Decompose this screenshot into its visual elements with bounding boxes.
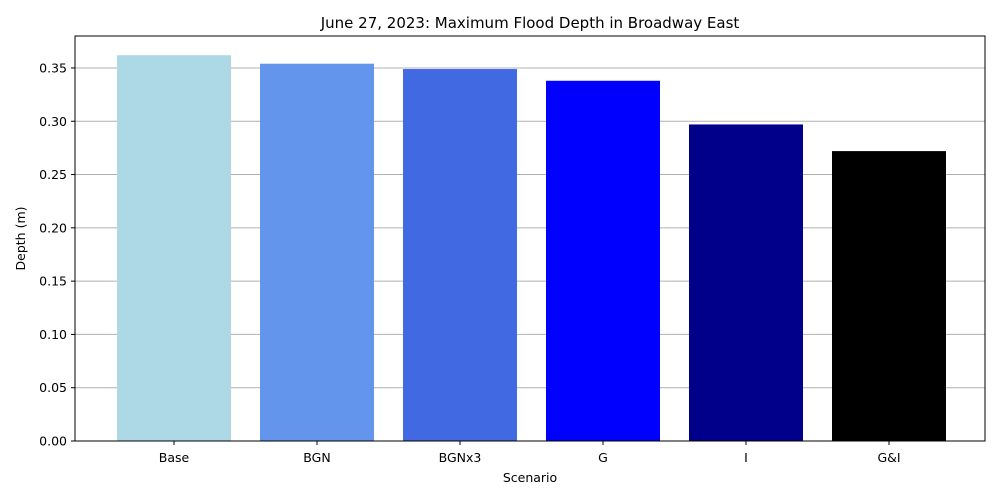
bar-g <box>546 80 660 442</box>
x-tick-label: G <box>598 450 608 465</box>
x-axis-ticks: Base BGN BGNx3 G I G&I <box>159 441 901 465</box>
bar-base <box>117 55 231 442</box>
x-tick-label: G&I <box>877 450 900 465</box>
y-tick-label: 0.25 <box>39 167 67 182</box>
chart-title: June 27, 2023: Maximum Flood Depth in Br… <box>320 14 740 32</box>
y-axis-ticks: 0.00 0.05 0.10 0.15 0.20 0.25 0.30 0.35 <box>39 60 75 449</box>
y-tick-label: 0.20 <box>39 220 67 235</box>
x-tick-label: I <box>744 450 748 465</box>
bar-bgn <box>260 63 374 442</box>
y-axis-label: Depth (m) <box>13 207 28 271</box>
y-tick-label: 0.10 <box>39 327 67 342</box>
x-tick-label: Base <box>159 450 190 465</box>
y-tick-label: 0.35 <box>39 60 67 75</box>
y-tick-label: 0.15 <box>39 274 67 289</box>
bars <box>117 55 946 442</box>
plot-frame <box>74 35 986 442</box>
y-tick-label: 0.05 <box>39 380 67 395</box>
y-tick-label: 0.30 <box>39 114 67 129</box>
x-tick-label: BGN <box>303 450 330 465</box>
bar-i <box>689 124 803 442</box>
y-tick-label: 0.00 <box>39 434 67 449</box>
x-axis-label: Scenario <box>503 470 557 485</box>
x-tick-label: BGNx3 <box>439 450 482 465</box>
bar-g-i <box>832 151 946 441</box>
bar-bgnx3 <box>403 69 517 441</box>
